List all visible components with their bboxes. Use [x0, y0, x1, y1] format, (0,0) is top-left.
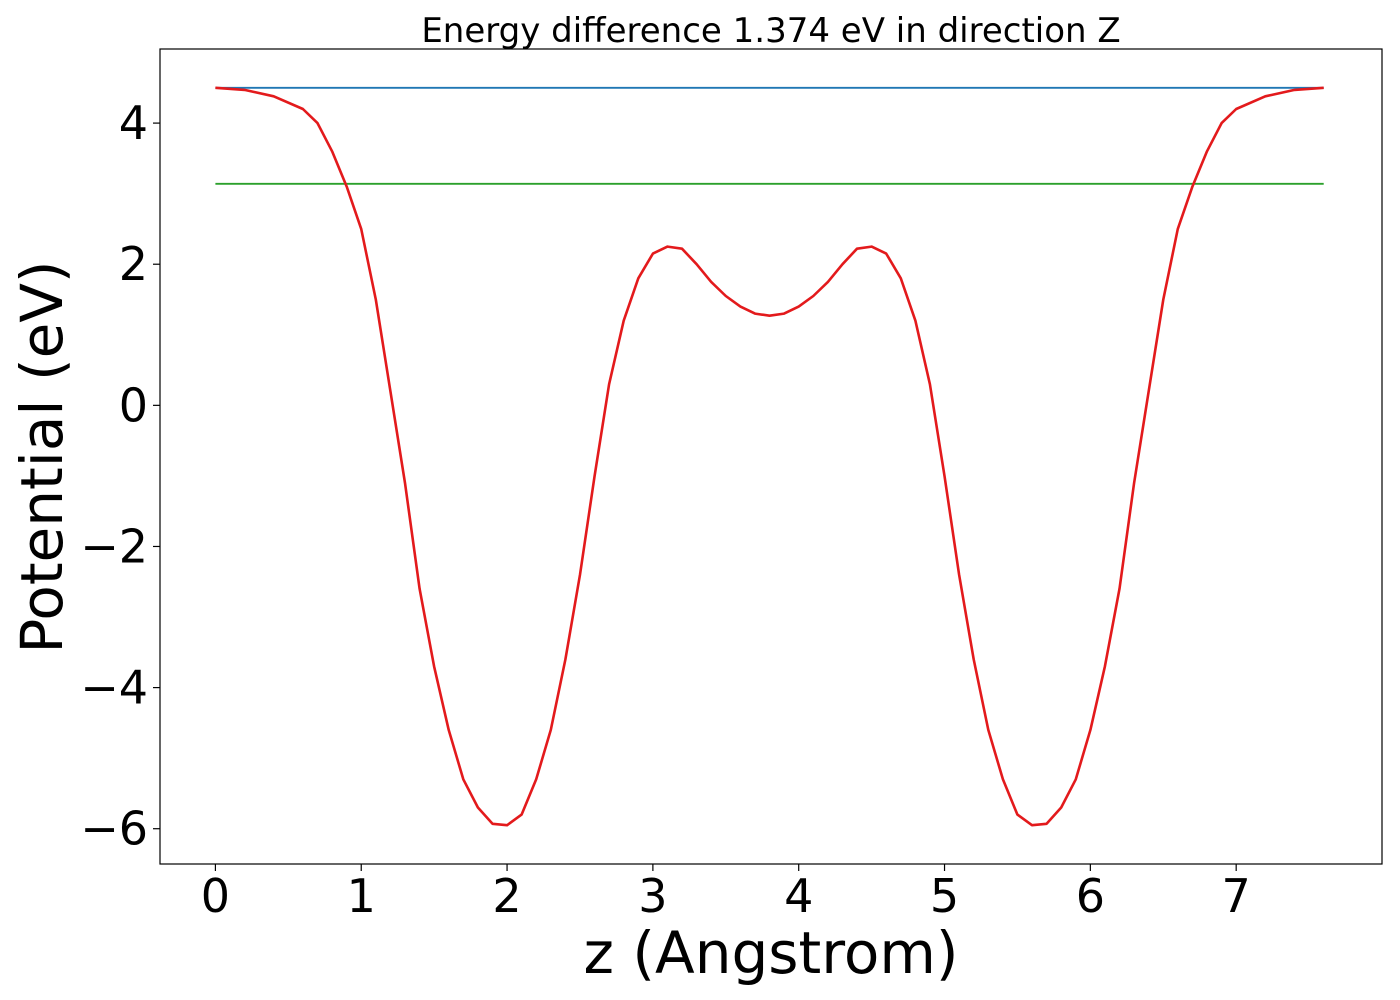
x-tick-label: 5 — [930, 869, 959, 923]
y-axis-ticks: −6 −4 −2 0 2 4 — [80, 96, 160, 856]
y-tick-label: 4 — [119, 96, 148, 150]
plot-area-frame — [159, 48, 1383, 865]
x-tick-label: 1 — [347, 869, 376, 923]
x-axis-label: z (Angstrom) — [584, 919, 959, 987]
y-tick-label: −4 — [80, 661, 148, 715]
x-axis-ticks: 0 1 2 3 4 5 6 7 — [201, 864, 1251, 923]
y-tick-label: −2 — [80, 519, 148, 573]
y-axis-label: Potential (eV) — [8, 260, 76, 653]
x-tick-label: 6 — [1076, 869, 1105, 923]
x-tick-label: 0 — [201, 869, 230, 923]
x-tick-label: 7 — [1222, 869, 1251, 923]
x-tick-label: 2 — [492, 869, 521, 923]
series-line-3 — [215, 86, 1324, 827]
y-tick-label: 0 — [119, 378, 148, 432]
y-tick-label: −6 — [80, 802, 148, 856]
chart-title: Energy difference 1.374 eV in direction … — [421, 11, 1120, 51]
x-tick-label: 3 — [638, 869, 667, 923]
series-layer — [215, 86, 1324, 827]
y-tick-label: 2 — [119, 237, 148, 291]
x-tick-label: 4 — [784, 869, 813, 923]
